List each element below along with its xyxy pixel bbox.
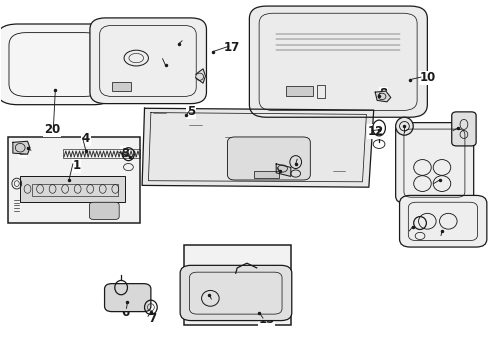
FancyBboxPatch shape (90, 18, 206, 104)
Text: 17: 17 (224, 41, 240, 54)
Text: 2: 2 (19, 145, 27, 158)
Bar (8, 137, 140, 223)
Text: 9: 9 (276, 163, 285, 176)
Bar (316, 85, 325, 98)
Ellipse shape (395, 117, 412, 135)
Text: 3: 3 (121, 147, 129, 159)
Polygon shape (374, 91, 390, 102)
FancyBboxPatch shape (395, 123, 473, 203)
Bar (285, 86, 312, 96)
Text: 16: 16 (173, 32, 189, 45)
Text: 15: 15 (258, 313, 274, 327)
Text: 5: 5 (186, 105, 195, 118)
Polygon shape (142, 108, 373, 187)
FancyBboxPatch shape (89, 202, 119, 220)
Bar (183, 244, 290, 325)
FancyBboxPatch shape (451, 112, 475, 146)
Text: 4: 4 (81, 132, 90, 145)
Polygon shape (13, 141, 30, 154)
Bar (32, 184, 118, 196)
Text: 8: 8 (379, 87, 387, 100)
FancyBboxPatch shape (227, 137, 310, 180)
Text: 20: 20 (44, 123, 60, 136)
Text: 13: 13 (447, 125, 464, 138)
Text: 1: 1 (72, 159, 80, 172)
Text: 21: 21 (428, 179, 444, 192)
Text: 18: 18 (158, 53, 174, 66)
Text: 12: 12 (367, 125, 384, 138)
Text: 14: 14 (292, 154, 308, 167)
Text: 22: 22 (404, 225, 420, 238)
Bar (254, 171, 278, 178)
Polygon shape (276, 164, 290, 176)
FancyBboxPatch shape (249, 6, 427, 117)
Text: 10: 10 (418, 71, 435, 84)
Text: 19: 19 (206, 294, 223, 307)
Text: 11: 11 (399, 127, 415, 140)
FancyBboxPatch shape (104, 284, 151, 312)
Polygon shape (195, 69, 205, 83)
Bar (63, 149, 140, 158)
FancyBboxPatch shape (399, 195, 486, 247)
Text: 7: 7 (147, 311, 156, 325)
Text: 23: 23 (435, 231, 451, 244)
Text: 6: 6 (121, 306, 129, 319)
Bar (20, 176, 125, 202)
FancyBboxPatch shape (180, 265, 291, 320)
FancyBboxPatch shape (0, 24, 115, 105)
Bar (112, 82, 131, 91)
